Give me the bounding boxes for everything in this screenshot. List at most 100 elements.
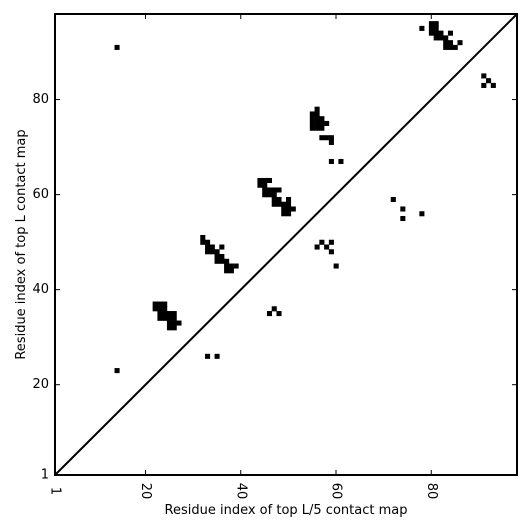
contact-cell-lower: [171, 311, 177, 317]
contact-cell-lower: [162, 315, 168, 321]
contact-cell-lower: [205, 239, 211, 245]
contact-cell-lower: [286, 196, 292, 203]
contact-cell-lower: [281, 206, 287, 212]
contact-cell-upper: [438, 30, 444, 36]
contact-cell-upper: [443, 35, 449, 41]
contact-cell-lower: [319, 116, 325, 122]
axis-ticks: 1 20 40 60 80 1 20 40 60 80: [32, 14, 517, 499]
contact-cell-lower: [152, 301, 158, 307]
contact-cell-lower: [276, 311, 282, 317]
contact-cell-lower: [209, 244, 215, 250]
contact-cell-lower: [314, 244, 320, 250]
contact-cell-upper: [457, 40, 463, 46]
contact-cell-lower: [328, 239, 334, 245]
contact-cell-lower: [309, 120, 315, 126]
contact-cell-upper: [438, 35, 444, 41]
contact-cell-lower: [286, 206, 292, 212]
contact-cell-lower: [281, 201, 287, 207]
y-tick-label: 60: [32, 187, 49, 202]
x-tick-label: 80: [424, 483, 439, 500]
contact-cell-lower: [314, 106, 320, 112]
contact-cell-lower: [276, 201, 282, 207]
contact-cell-lower: [200, 234, 206, 241]
contact-cell-lower: [314, 125, 320, 131]
contact-cell-lower: [224, 263, 230, 269]
contact-cell-lower: [214, 249, 220, 255]
contact-cell-lower: [276, 196, 282, 203]
contact-cell-lower: [286, 201, 292, 207]
contact-cell-lower: [271, 196, 277, 203]
contact-cell-lower: [328, 249, 334, 255]
x-axis-label: Residue index of top L/5 contact map: [165, 503, 408, 518]
contact-cell-upper: [428, 30, 434, 36]
contact-cell-lower: [166, 320, 172, 326]
contact-cell-lower: [171, 315, 177, 321]
contact-cell-lower: [214, 258, 220, 264]
contact-cell-lower: [266, 192, 273, 198]
contact-cell-lower: [171, 325, 177, 331]
contact-cell-lower: [286, 211, 292, 217]
contact-cell-lower: [219, 244, 225, 250]
contact-cell-upper: [419, 25, 425, 31]
x-tick-label: 60: [329, 483, 344, 500]
contact-cell-lower: [228, 263, 234, 269]
y-tick-label: 80: [32, 92, 49, 107]
contact-cell-lower: [262, 192, 268, 198]
contact-cell-upper: [428, 21, 434, 27]
contact-cell-lower: [319, 239, 325, 245]
contact-cell-lower: [324, 120, 330, 126]
contact-cell-lower: [271, 201, 277, 207]
x-tick-label: 20: [138, 483, 153, 500]
contact-cell-lower: [271, 187, 277, 193]
contact-cell-lower: [309, 116, 315, 122]
contact-cell-lower: [271, 306, 277, 312]
contact-cell-upper: [433, 25, 439, 31]
contact-cell-lower: [176, 320, 182, 326]
contact-cell-lower: [157, 301, 163, 307]
contact-cell-lower: [228, 268, 234, 274]
contact-cell-lower: [162, 311, 168, 317]
contact-cell-lower: [290, 206, 296, 212]
contact-cell-lower: [162, 301, 168, 307]
contact-cell-lower: [400, 206, 406, 212]
contact-cell-upper: [433, 21, 439, 27]
contact-cell-lower: [266, 177, 273, 184]
contact-cell-lower: [205, 353, 211, 359]
contact-cell-upper: [443, 40, 449, 46]
contact-cell-lower: [166, 311, 172, 317]
contact-cell-lower: [333, 263, 339, 269]
plot-frame: [54, 13, 518, 476]
contact-cell-lower: [281, 211, 287, 217]
contact-cell-lower: [205, 244, 211, 250]
y-tick-label: 40: [32, 282, 49, 297]
contact-cell-lower: [171, 320, 177, 326]
contact-cell-lower: [314, 116, 320, 122]
contact-cell-lower: [319, 120, 325, 126]
contact-cell-lower: [276, 187, 282, 193]
contact-cell-lower: [166, 325, 172, 331]
y-tick-label: 20: [32, 377, 49, 392]
contact-cell-lower: [419, 211, 425, 217]
contact-cell-lower: [224, 258, 230, 264]
contact-cell-lower: [214, 353, 220, 359]
contact-cell-lower: [233, 263, 239, 269]
contact-cell-lower: [319, 135, 325, 141]
contact-cell-lower: [319, 125, 325, 131]
contact-cell-upper: [447, 40, 454, 46]
contact-cell-lower: [400, 215, 406, 222]
contact-cell-lower: [205, 249, 211, 255]
contact-cell-upper: [428, 25, 434, 31]
contact-cell-lower: [262, 177, 268, 184]
contact-cell-lower: [257, 177, 263, 184]
contact-cell-lower: [219, 254, 225, 260]
contact-cell-upper: [486, 78, 492, 84]
contact-cell-lower: [162, 306, 168, 312]
contact-cell-lower: [257, 182, 263, 188]
contact-cell-lower: [328, 139, 334, 145]
contact-cell-upper: [433, 30, 439, 36]
contact-cell-lower: [166, 315, 172, 321]
contact-cell-lower: [224, 268, 230, 274]
contact-cell-lower: [324, 135, 330, 141]
contact-cell-lower: [390, 196, 396, 203]
contact-cell-lower: [338, 158, 344, 165]
